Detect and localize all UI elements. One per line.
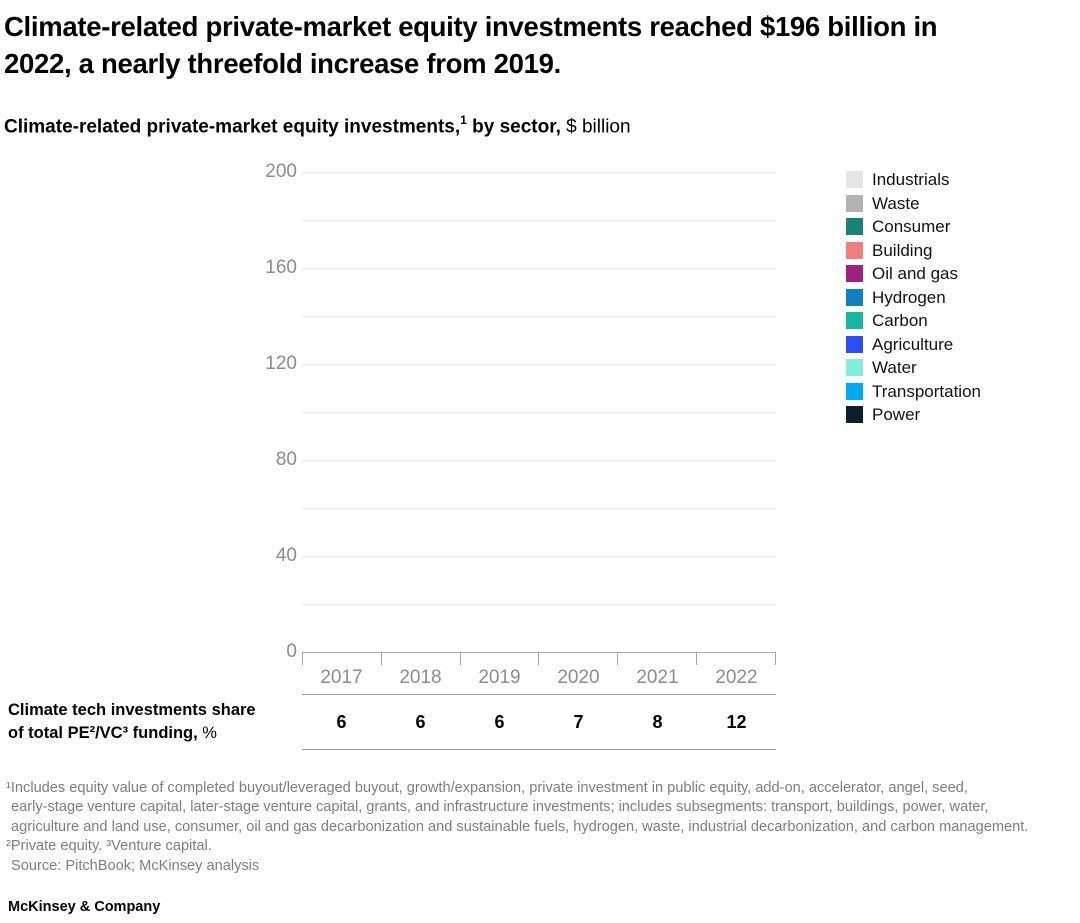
legend-swatch xyxy=(846,359,863,376)
legend-swatch xyxy=(846,265,863,282)
y-axis-tick-label: 200 xyxy=(265,161,297,182)
page-title-line-1: Climate-related private-market equity in… xyxy=(4,11,938,42)
x-axis-year-label: 2019 xyxy=(478,667,521,688)
legend-item-industrials: Industrials xyxy=(846,171,981,188)
share-value: 6 xyxy=(415,712,426,732)
source-line: Source: PitchBook; McKinsey analysis xyxy=(11,857,260,874)
chart-subtitle: Climate-related private-market equity in… xyxy=(4,113,631,138)
legend-item-power: Power xyxy=(846,406,981,423)
x-axis-year-label: 2022 xyxy=(715,667,758,688)
legend-swatch xyxy=(846,406,863,423)
legend-label: Water xyxy=(872,358,917,377)
y-axis-tick-label: 160 xyxy=(265,257,297,278)
legend-label: Waste xyxy=(872,193,920,213)
legend-label: Oil and gas xyxy=(872,264,958,283)
legend-item-hydrogen: Hydrogen xyxy=(846,287,981,307)
legend-label: Power xyxy=(872,405,921,424)
axis-tick xyxy=(380,652,460,665)
y-axis-tick-label: 120 xyxy=(265,353,297,374)
mckinsey-brand: McKinsey & Company xyxy=(8,899,161,915)
legend-label: Agriculture xyxy=(872,334,954,354)
legend-swatch xyxy=(846,312,863,329)
legend-swatch xyxy=(846,241,863,259)
page-title-line-2: 2022, a nearly threefold increase from 2… xyxy=(4,48,561,79)
legend-label: Hydrogen xyxy=(872,287,946,307)
axis-tick xyxy=(617,652,696,665)
share-row-label-bold: of total PE²/VC³ funding, xyxy=(8,723,198,742)
x-axis-year-label: 2020 xyxy=(557,667,600,688)
share-value: 8 xyxy=(652,712,663,732)
footnote-line: early-stage venture capital, later-stage… xyxy=(11,799,989,816)
footnote-line: ²Private equity. ³Venture capital. xyxy=(6,838,212,855)
x-axis-year-label: 2021 xyxy=(636,667,679,688)
table-rule-bottom xyxy=(302,749,776,750)
chart-subtitle-bold2: by sector, xyxy=(466,116,561,138)
legend-label: Industrials xyxy=(872,170,950,189)
y-axis-tick-label: 0 xyxy=(286,641,297,662)
page-title: Climate-related private-market equity in… xyxy=(4,8,1054,82)
legend-item-water: Water xyxy=(846,359,981,376)
table-rule-top xyxy=(302,694,776,695)
legend-item-oil-and-gas: Oil and gas xyxy=(846,265,981,282)
share-value: 6 xyxy=(494,712,505,732)
legend-swatch xyxy=(846,218,863,235)
x-axis-year-label: 2017 xyxy=(320,667,363,688)
legend-swatch xyxy=(846,194,863,212)
axis-tick xyxy=(459,652,539,665)
share-row-label: Climate tech investments share of total … xyxy=(8,699,256,744)
legend-swatch xyxy=(846,171,863,188)
footnotes: ¹Includes equity value of completed buyo… xyxy=(6,779,1028,876)
plot-area xyxy=(302,172,776,653)
legend-item-carbon: Carbon xyxy=(846,312,981,329)
share-value: 7 xyxy=(573,712,584,732)
share-value: 12 xyxy=(726,712,747,732)
legend-item-building: Building xyxy=(846,240,981,260)
legend-item-agriculture: Agriculture xyxy=(846,334,981,354)
legend-item-waste: Waste xyxy=(846,193,981,213)
share-value: 6 xyxy=(336,712,347,732)
legend-swatch xyxy=(846,288,863,306)
share-row-label-unit: % xyxy=(197,723,217,742)
chart-subtitle-unit: $ billion xyxy=(560,116,631,138)
legend-label: Transportation xyxy=(872,381,981,401)
legend-label: Building xyxy=(872,240,933,260)
legend-item-transportation: Transportation xyxy=(846,381,981,401)
axis-tick xyxy=(538,652,617,665)
y-axis-tick-label: 40 xyxy=(275,545,297,566)
footnote-line: ¹Includes equity value of completed buyo… xyxy=(6,780,968,796)
axis-tick xyxy=(302,652,381,665)
legend-label: Consumer xyxy=(872,217,951,236)
footnote-line: agriculture and land use, consumer, oil … xyxy=(11,818,1029,835)
x-axis-labels: 2017 2018 2019 2020 2021 2022 xyxy=(302,667,776,689)
legend-item-consumer: Consumer xyxy=(846,218,981,235)
share-values-row: 6 6 6 7 8 12 xyxy=(302,710,776,734)
x-axis-ticks xyxy=(302,652,776,665)
legend-label: Carbon xyxy=(872,311,928,330)
share-row-label-line-1: Climate tech investments share xyxy=(8,701,256,719)
footnote-marker-1: 1 xyxy=(460,113,467,127)
axis-tick xyxy=(696,652,775,665)
legend-swatch xyxy=(846,382,863,400)
share-row-label-line-2: of total PE²/VC³ funding, % xyxy=(8,722,256,745)
legend-swatch xyxy=(846,335,863,353)
y-axis-tick-label: 80 xyxy=(275,449,297,470)
x-axis-year-label: 2018 xyxy=(399,667,442,688)
chart-subtitle-bold: Climate-related private-market equity in… xyxy=(4,116,461,138)
chart-legend: Industrials Waste Consumer Building Oil … xyxy=(846,171,981,423)
